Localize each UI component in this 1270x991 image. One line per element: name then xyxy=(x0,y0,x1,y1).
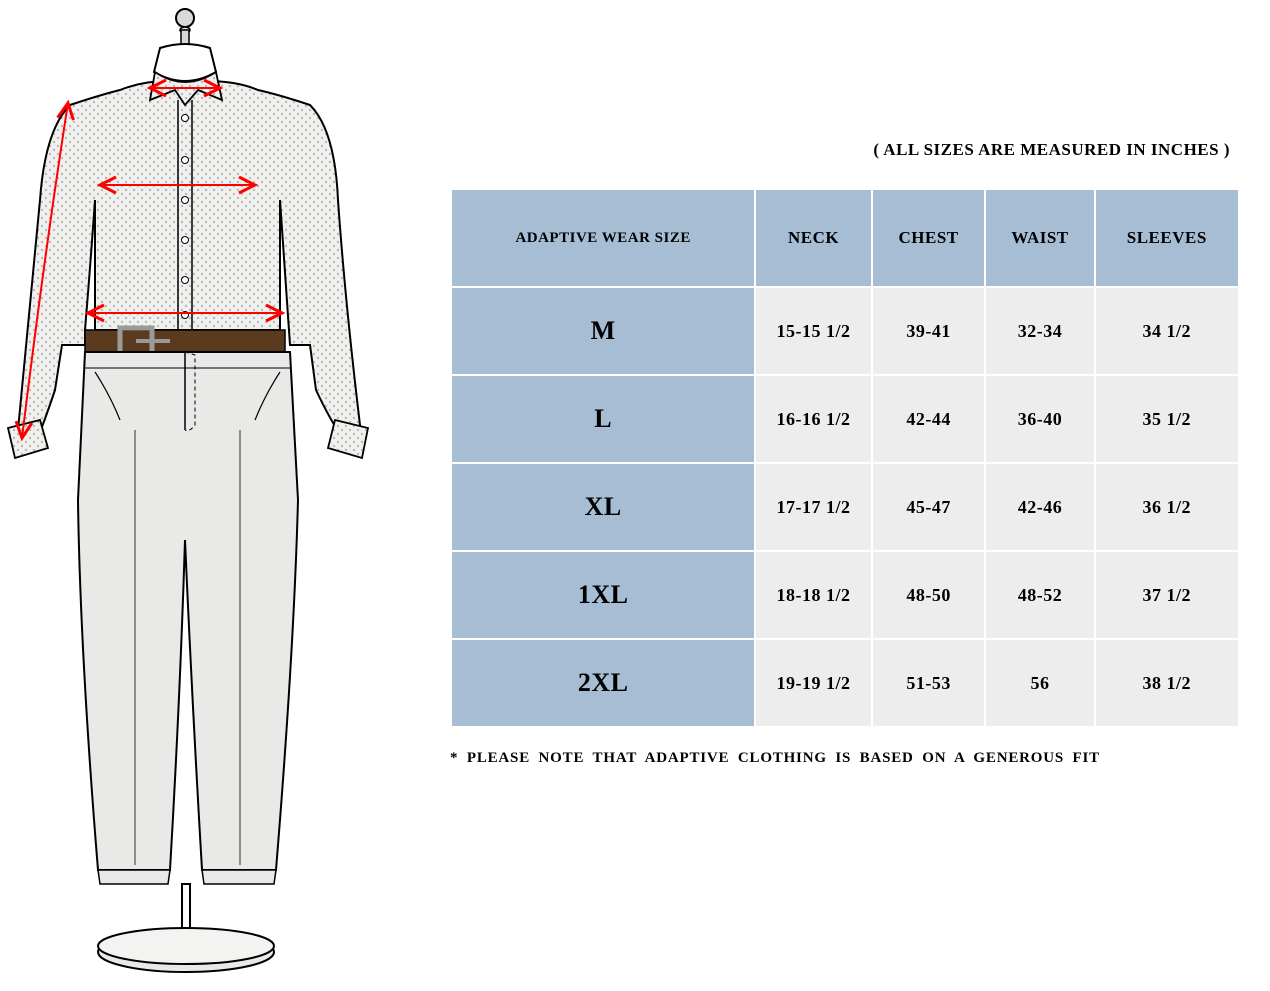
col-header-size-text: ADAPTIVE WEAR SIZE xyxy=(515,230,690,246)
size-chart-table: ADAPTIVE WEAR SIZE NECK CHEST WAIST SLEE… xyxy=(450,188,1240,728)
col-header-chest: CHEST xyxy=(873,190,985,286)
table-row: XL 17-17 1/2 45-47 42-46 36 1/2 xyxy=(452,464,1238,550)
table-header-row: ADAPTIVE WEAR SIZE NECK CHEST WAIST SLEE… xyxy=(452,190,1238,286)
cell-neck: 18-18 1/2 xyxy=(756,552,870,638)
units-note: ( ALL SIZES ARE MEASURED IN INCHES ) xyxy=(450,140,1240,160)
size-label: 1XL xyxy=(452,552,754,638)
col-header-sleeves: SLEEVES xyxy=(1096,190,1238,286)
cell-sleeves: 34 1/2 xyxy=(1096,288,1238,374)
footnote: * PLEASE NOTE THAT ADAPTIVE CLOTHING IS … xyxy=(450,750,1240,767)
table-row: 2XL 19-19 1/2 51-53 56 38 1/2 xyxy=(452,640,1238,726)
cell-sleeves: 38 1/2 xyxy=(1096,640,1238,726)
cell-neck: 19-19 1/2 xyxy=(756,640,870,726)
cell-sleeves: 37 1/2 xyxy=(1096,552,1238,638)
table-row: 1XL 18-18 1/2 48-50 48-52 37 1/2 xyxy=(452,552,1238,638)
table-row: M 15-15 1/2 39-41 32-34 34 1/2 xyxy=(452,288,1238,374)
cell-sleeves: 35 1/2 xyxy=(1096,376,1238,462)
cell-chest: 42-44 xyxy=(873,376,985,462)
cell-neck: 16-16 1/2 xyxy=(756,376,870,462)
size-label: L xyxy=(452,376,754,462)
cell-chest: 48-50 xyxy=(873,552,985,638)
table-row: L 16-16 1/2 42-44 36-40 35 1/2 xyxy=(452,376,1238,462)
cell-neck: 17-17 1/2 xyxy=(756,464,870,550)
cell-neck: 15-15 1/2 xyxy=(756,288,870,374)
cell-chest: 51-53 xyxy=(873,640,985,726)
col-header-neck: NECK xyxy=(756,190,870,286)
size-label: 2XL xyxy=(452,640,754,726)
col-header-waist: WAIST xyxy=(986,190,1093,286)
cell-waist: 48-52 xyxy=(986,552,1093,638)
cell-chest: 45-47 xyxy=(873,464,985,550)
cell-waist: 36-40 xyxy=(986,376,1093,462)
cell-chest: 39-41 xyxy=(873,288,985,374)
col-header-size: ADAPTIVE WEAR SIZE xyxy=(452,190,754,286)
cell-sleeves: 36 1/2 xyxy=(1096,464,1238,550)
cell-waist: 42-46 xyxy=(986,464,1093,550)
size-label: XL xyxy=(452,464,754,550)
cell-waist: 32-34 xyxy=(986,288,1093,374)
cell-waist: 56 xyxy=(986,640,1093,726)
size-label: M xyxy=(452,288,754,374)
mannequin-illustration xyxy=(0,0,420,986)
